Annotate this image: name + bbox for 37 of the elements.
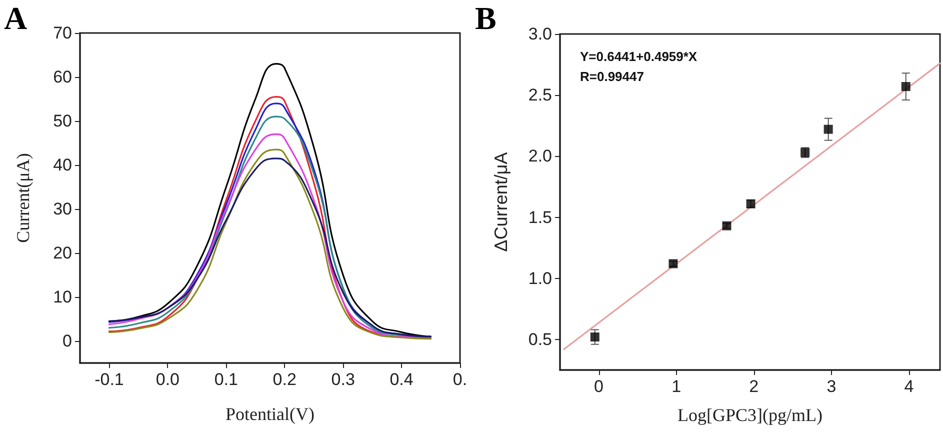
x-tick-label: 0.0: [156, 370, 180, 389]
x-tick-label: 3: [826, 377, 836, 396]
y-tick-label: 40: [53, 156, 72, 174]
x-tick-label: 2: [749, 377, 759, 396]
y-axis-title: ΔCurrent/μA: [491, 152, 511, 252]
x-tick-label: 0.2: [272, 370, 296, 389]
x-tick-label: 1: [672, 377, 682, 396]
x-tick-label: 0.: [452, 370, 468, 389]
chart-title: A: [4, 0, 28, 36]
annotation: Y=0.6441+0.4959*X: [580, 49, 698, 64]
y-axis-title: Current(μA): [13, 153, 33, 243]
point: [901, 82, 910, 92]
x-axis-title: Potential(V): [226, 404, 314, 424]
x-axis-title: Log[GPC3](pg/mL): [678, 405, 822, 425]
y-tick-label: 2.5: [528, 86, 552, 105]
x-tick-label: 0.1: [214, 370, 238, 389]
point: [824, 124, 833, 134]
chart-title: B: [475, 0, 496, 36]
annotation: R=0.99447: [580, 69, 644, 84]
y-tick-label: 60: [53, 68, 72, 86]
y-tick-label: 50: [53, 112, 72, 130]
y-tick-label: 1.0: [528, 268, 552, 288]
y-tick-label: 20: [53, 244, 72, 262]
point: [590, 332, 600, 342]
y-tick-label: 70: [53, 24, 72, 42]
y-tick-label: 0: [62, 332, 72, 350]
y-tick-label: 30: [53, 200, 72, 218]
y-tick-label: 1.5: [528, 208, 552, 227]
x-tick-label: -0.1: [94, 370, 124, 389]
y-tick-label: 3.0: [528, 24, 552, 44]
x-tick-label: 0.4: [390, 370, 414, 389]
y-tick-label: 0.5: [528, 330, 552, 349]
x-tick-label: 0.3: [331, 370, 355, 389]
x-tick-label: 0: [594, 377, 604, 396]
y-tick-label: 2.0: [528, 146, 552, 166]
x-tick-label: 4: [904, 377, 914, 396]
y-tick-label: 10: [53, 288, 72, 306]
